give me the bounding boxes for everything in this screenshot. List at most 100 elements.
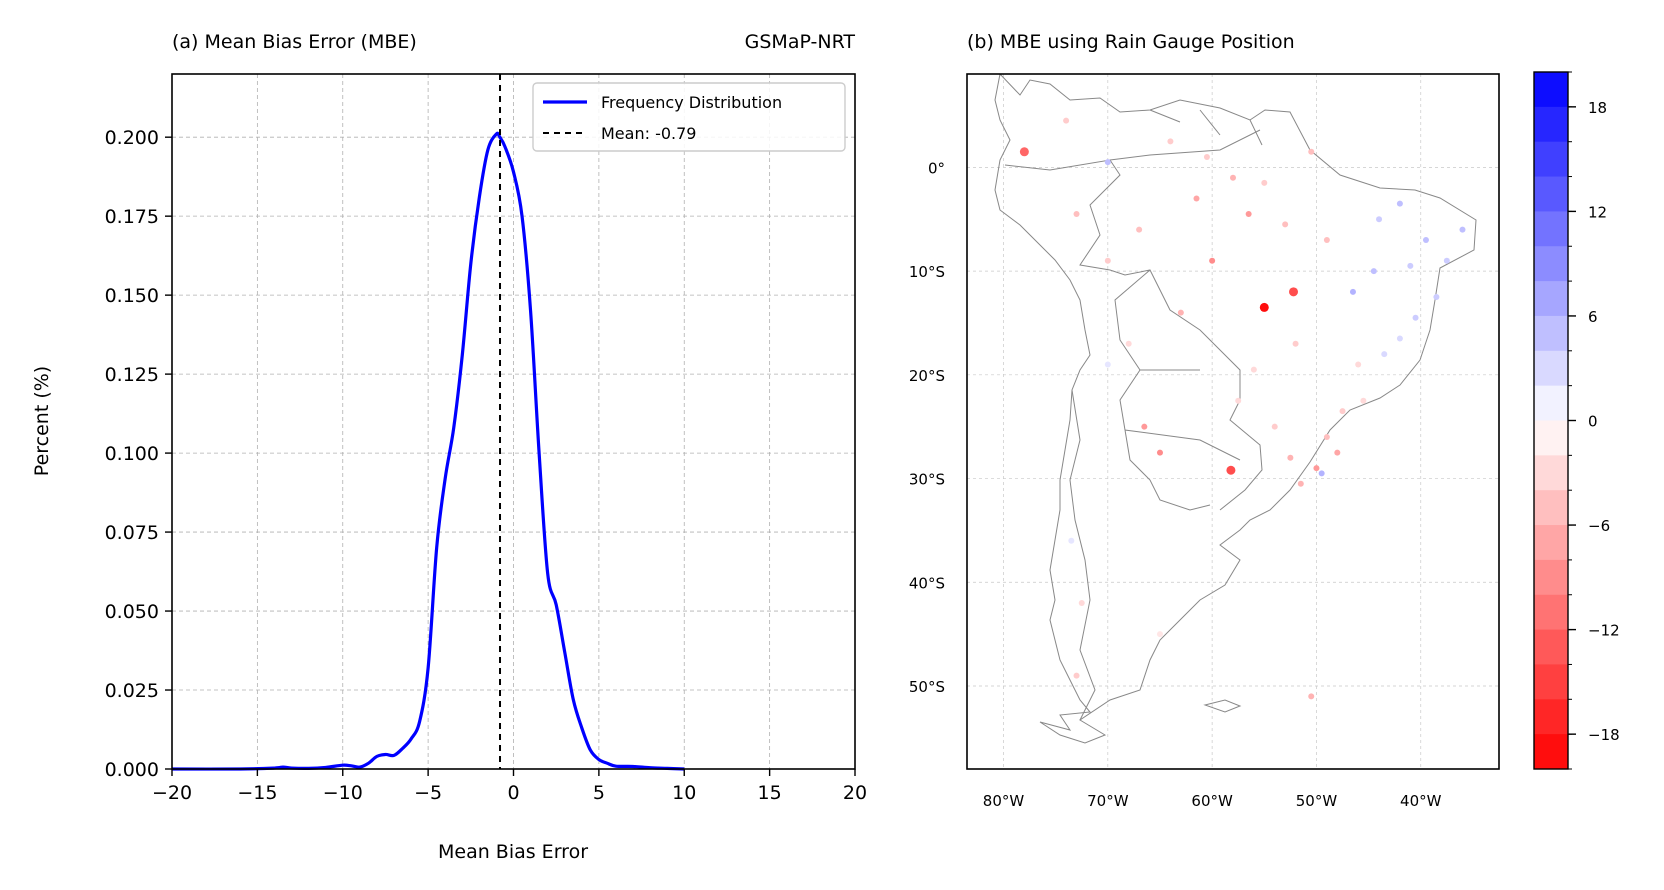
colorbar-tick-label: −12 bbox=[1588, 622, 1620, 640]
gauge-point bbox=[1323, 434, 1330, 441]
y-tick-label: 0.150 bbox=[105, 285, 159, 307]
lat-tick-label: 40°S bbox=[909, 574, 945, 592]
y-tick-label: 0.025 bbox=[105, 680, 159, 702]
gauge-point bbox=[1381, 351, 1388, 358]
panel-a-grid bbox=[171, 74, 856, 770]
map-ticks: 80°W 70°W 60°W 50°W 40°W 0° 10°S 20°S 30°S 40°S 50… bbox=[909, 159, 1442, 810]
colorbar-tick-label: −18 bbox=[1588, 726, 1620, 744]
gauge-point bbox=[1078, 600, 1085, 607]
colorbar-bin bbox=[1534, 664, 1568, 700]
colorbar-bin bbox=[1534, 315, 1568, 352]
lon-tick-label: 70°W bbox=[1087, 792, 1129, 810]
gauge-point bbox=[1167, 138, 1174, 145]
colorbar-bin bbox=[1534, 455, 1568, 491]
lon-tick-label: 60°W bbox=[1191, 792, 1233, 810]
lat-tick-label: 10°S bbox=[909, 263, 945, 281]
colorbar-tick-label: −6 bbox=[1588, 517, 1610, 535]
south-america-outline bbox=[994, 74, 1477, 744]
x-tick-label: 5 bbox=[593, 782, 605, 804]
y-tick-label: 0.175 bbox=[105, 206, 159, 228]
x-tick-label: 20 bbox=[843, 782, 867, 804]
gauge-point bbox=[1141, 423, 1148, 430]
frequency-distribution-line bbox=[171, 131, 685, 771]
x-tick-label: −5 bbox=[414, 782, 442, 804]
gauge-point bbox=[1019, 147, 1029, 157]
colorbar-bin bbox=[1534, 281, 1568, 317]
gauge-point bbox=[1193, 195, 1200, 202]
gauge-point bbox=[1407, 262, 1414, 269]
gauge-point bbox=[1376, 216, 1383, 223]
gauge-point bbox=[1355, 361, 1362, 368]
x-tick-label: 0 bbox=[507, 782, 519, 804]
gauge-point bbox=[1104, 257, 1111, 264]
gauge-point bbox=[1261, 179, 1268, 186]
gauge-point bbox=[1177, 309, 1184, 316]
gauge-point bbox=[1412, 314, 1419, 321]
colorbar-tick-label: 6 bbox=[1588, 308, 1598, 326]
gauge-point bbox=[1235, 397, 1242, 404]
lat-tick-label: 30°S bbox=[909, 471, 945, 489]
gauge-point bbox=[1323, 236, 1330, 243]
y-axis-label: Percent (%) bbox=[31, 366, 53, 476]
gauge-point bbox=[1226, 465, 1236, 475]
colorbar: 18 12 6 0 −6 −12 −18 bbox=[1533, 71, 1620, 770]
colorbar-tick-label: 18 bbox=[1588, 99, 1607, 117]
gauge-point bbox=[1339, 408, 1346, 415]
gauge-point bbox=[1104, 361, 1111, 368]
lat-tick-label: 20°S bbox=[909, 367, 945, 385]
panel-b-frame bbox=[966, 73, 1500, 770]
colorbar-bin bbox=[1534, 176, 1568, 212]
gauge-point bbox=[1073, 672, 1080, 679]
colorbar-bin bbox=[1534, 490, 1568, 526]
gauge-point bbox=[1156, 449, 1163, 456]
colorbar-bin bbox=[1534, 106, 1568, 143]
colorbar-bin bbox=[1534, 734, 1568, 770]
colorbar-bin bbox=[1534, 629, 1568, 665]
lon-tick-label: 80°W bbox=[983, 792, 1025, 810]
gauge-point bbox=[1396, 335, 1403, 342]
gauge-point bbox=[1318, 470, 1325, 477]
gauge-point bbox=[1271, 423, 1278, 430]
y-tick-label: 0.125 bbox=[105, 364, 159, 386]
gauge-point bbox=[1156, 631, 1163, 638]
panel-a-title: (a) Mean Bias Error (MBE) bbox=[172, 31, 417, 53]
gauge-point bbox=[1396, 200, 1403, 207]
y-tick-label: 0.075 bbox=[105, 522, 159, 544]
x-tick-label: 10 bbox=[672, 782, 696, 804]
rain-gauge-points bbox=[1019, 117, 1466, 700]
x-tick-label: −10 bbox=[323, 782, 363, 804]
gauge-point bbox=[1422, 236, 1429, 243]
gauge-point bbox=[1443, 257, 1450, 264]
gauge-point bbox=[1230, 174, 1236, 181]
colorbar-bin bbox=[1534, 699, 1568, 735]
panel-a-ticks: −20 −15 −10 −5 0 5 10 15 20 0.000 0.025 0.050 0.075 0… bbox=[105, 127, 868, 804]
gauge-point bbox=[1349, 288, 1356, 295]
colorbar-tick-label: 12 bbox=[1588, 203, 1607, 221]
gauge-point bbox=[1245, 211, 1252, 218]
colorbar-bin bbox=[1534, 211, 1568, 247]
y-tick-label: 0.200 bbox=[105, 127, 159, 149]
gauge-point bbox=[1282, 221, 1289, 228]
gauge-point bbox=[1209, 257, 1216, 264]
colorbar-bins bbox=[1534, 72, 1568, 770]
gauge-point bbox=[1313, 465, 1320, 472]
y-tick-label: 0.050 bbox=[105, 601, 159, 623]
colorbar-bin bbox=[1534, 141, 1568, 178]
gauge-point bbox=[1297, 480, 1304, 487]
colorbar-tick-label: 0 bbox=[1588, 413, 1598, 431]
colorbar-ticks: 18 12 6 0 −6 −12 −18 bbox=[1568, 71, 1620, 770]
colorbar-bin bbox=[1534, 525, 1568, 561]
colorbar-bin bbox=[1534, 420, 1568, 456]
legend-box bbox=[532, 82, 846, 152]
gauge-point bbox=[1289, 287, 1299, 297]
panel-a-right-title: GSMaP-NRT bbox=[745, 31, 856, 53]
map-grid bbox=[967, 74, 1499, 769]
colorbar-bin bbox=[1534, 385, 1568, 421]
x-tick-label: −20 bbox=[152, 782, 192, 804]
gauge-point bbox=[1063, 117, 1070, 124]
gauge-point bbox=[1292, 340, 1299, 347]
gauge-point bbox=[1104, 159, 1111, 166]
y-tick-label: 0.000 bbox=[105, 759, 159, 781]
country-borders bbox=[1004, 109, 1263, 721]
panel-a-line-chart: −20 −15 −10 −5 0 5 10 15 20 0.000 0.025 0.050 0.075 0… bbox=[31, 31, 867, 863]
